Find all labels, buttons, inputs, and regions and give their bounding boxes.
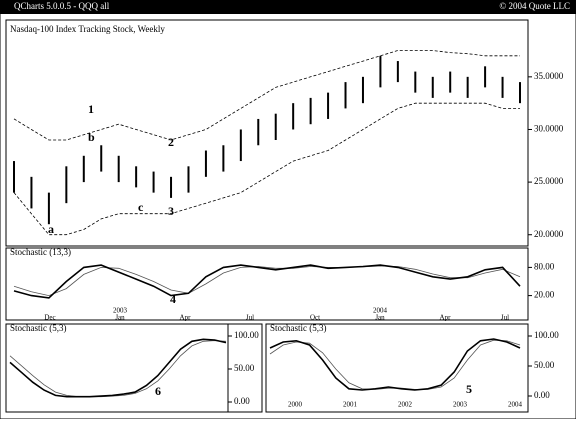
y-tick-label: 0.00 bbox=[234, 396, 250, 406]
stoch-d bbox=[13, 265, 521, 297]
annotation: 1 bbox=[88, 102, 94, 116]
year-label: 2004 bbox=[373, 307, 388, 315]
y-tick-label: 50.00 bbox=[534, 360, 555, 370]
y-tick-label: 30.0000 bbox=[534, 124, 564, 134]
annotation: c bbox=[138, 200, 144, 214]
x-tick-label: 2001 bbox=[343, 401, 358, 409]
annotation: 5 bbox=[466, 382, 472, 396]
stoch-k bbox=[13, 264, 521, 299]
window-title: QCharts 5.0.0.5 - QQQ all bbox=[14, 1, 110, 11]
x-tick-label: Jan bbox=[375, 314, 385, 322]
upper-band bbox=[13, 50, 520, 141]
x-tick-label: Dec bbox=[44, 314, 55, 322]
annotation: a bbox=[48, 222, 54, 236]
y-tick-label: 100.00 bbox=[534, 330, 559, 340]
price-panel bbox=[5, 19, 529, 247]
annotation: 4 bbox=[170, 292, 176, 306]
x-tick-label: Jul bbox=[246, 314, 254, 322]
left-title: Stochastic (5,3) bbox=[10, 323, 67, 333]
x-tick-label: Jul bbox=[501, 314, 509, 322]
price-title: Nasdaq-100 Index Tracking Stock, Weekly bbox=[10, 24, 165, 34]
x-tick-label: Apr bbox=[180, 314, 192, 322]
y-tick-label: 25.0000 bbox=[534, 176, 564, 186]
x-tick-label: Jan bbox=[115, 314, 125, 322]
y-tick-label: 0.00 bbox=[534, 390, 550, 400]
stoch-title: Stochastic (13,3) bbox=[10, 247, 71, 257]
annotation: b bbox=[88, 130, 95, 144]
stoch-k bbox=[9, 338, 227, 398]
right-title: Stochastic (5,3) bbox=[270, 323, 327, 333]
stoch-k bbox=[269, 338, 521, 391]
stoch-panel bbox=[5, 247, 529, 321]
annotation: 2 bbox=[168, 135, 174, 149]
x-tick-label: 2000 bbox=[288, 401, 303, 409]
x-tick-label: 2002 bbox=[398, 401, 413, 409]
lower-band bbox=[13, 102, 520, 236]
y-tick-label: 50.00 bbox=[234, 363, 255, 373]
y-tick-label: 80.00 bbox=[534, 261, 555, 271]
y-tick-label: 20.0000 bbox=[534, 229, 564, 239]
annotation: 3 bbox=[168, 204, 174, 218]
x-tick-label: Apr bbox=[440, 314, 452, 322]
stoch-d bbox=[9, 340, 227, 398]
title-bar bbox=[0, 0, 576, 14]
annotation: 6 bbox=[155, 384, 161, 398]
x-tick-label: 2003 bbox=[453, 401, 468, 409]
x-tick-label: 2004 bbox=[508, 401, 523, 409]
y-tick-label: 100.00 bbox=[234, 330, 259, 340]
right-panel bbox=[265, 323, 529, 413]
y-tick-label: 35.0000 bbox=[534, 71, 564, 81]
year-label: 2003 bbox=[113, 307, 128, 315]
x-tick-label: Oct bbox=[310, 314, 320, 322]
copyright: © 2004 Quote LLC bbox=[499, 1, 570, 11]
left-panel bbox=[5, 323, 263, 413]
y-tick-label: 20.00 bbox=[534, 290, 555, 300]
